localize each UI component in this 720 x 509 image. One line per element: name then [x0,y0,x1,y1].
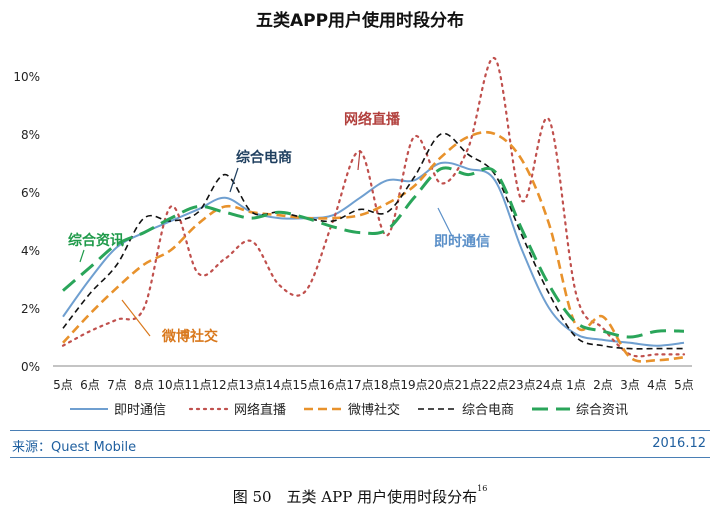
x-tick-label: 6点 [80,378,100,392]
y-tick-label: 8% [21,128,40,142]
legend-im-label: 即时通信 [114,403,166,418]
source-divider-top [10,430,710,431]
x-tick-label: 15点 [292,378,319,392]
y-tick-label: 6% [21,186,40,200]
caption-footnote: 16 [477,484,488,493]
annotation-weibo-leader [121,299,151,337]
annotation-news-leader [79,249,85,263]
annotation-im-leader [437,207,453,237]
series-news-line [62,166,685,339]
caption-text: 图 50 五类 APP 用户使用时段分布 [232,488,478,506]
source-divider-bottom [10,457,710,458]
y-tick-label: 0% [21,360,40,374]
x-tick-label: 11点 [184,378,211,392]
chart-title: 五类APP用户使用时段分布 [255,11,465,31]
y-tick-label: 10% [13,70,40,84]
figure-caption: 图 50 五类 APP 用户使用时段分布16 [0,484,720,507]
series-live-line [61,57,686,358]
annotation-ecommerce-leader [229,167,239,193]
x-tick-label: 19点 [400,378,427,392]
x-tick-label: 21点 [454,378,481,392]
chart-svg: 0%2%4%6%8%10%5点 6点 7点 8点 10点 11点 12点 13点 14点 15点 1… [13,57,694,418]
x-tick-label: 22点 [481,378,508,392]
x-tick-label: 17点 [346,378,373,392]
x-tick-label: 18点 [373,378,400,392]
source-text: 来源：Quest Mobile [12,440,137,455]
x-tick-label: 13点 [238,378,265,392]
x-tick-label: 4点 [647,378,667,392]
date-text: 2016.12 [652,436,706,451]
legend-ecommerce-label: 综合电商 [462,403,514,418]
annotation-live-leader [357,149,361,171]
x-tick-label: 14点 [265,378,292,392]
x-tick-label: 23点 [508,378,535,392]
x-tick-label: 20点 [427,378,454,392]
y-tick-label: 2% [21,302,40,316]
y-tick-label: 4% [21,244,40,258]
annotation-live: 网络直播 [344,111,401,128]
annotation-weibo: 微博社交 [161,328,218,345]
legend-weibo-label: 微博社交 [348,402,400,418]
annotation-im: 即时通信 [434,233,490,250]
annotation-ecommerce: 综合电商 [236,149,292,166]
x-tick-label: 3点 [620,378,640,392]
x-tick-label: 12点 [211,378,238,392]
annotation-news: 综合资讯 [68,232,124,249]
x-tick-label: 2点 [593,378,613,392]
x-tick-label: 24点 [535,378,562,392]
x-tick-label: 1点 [566,378,586,392]
legend-live-label: 网络直播 [234,402,286,418]
x-tick-label: 5点 [674,378,694,392]
x-tick-label: 8点 [134,378,154,392]
x-tick-label: 10点 [157,378,184,392]
x-tick-label: 7点 [107,378,127,392]
x-tick-label: 5点 [53,378,73,392]
series-ecommerce-line [62,132,684,350]
legend-news-label: 综合资讯 [576,403,628,418]
x-tick-label: 16点 [319,378,346,392]
series-weibo-line [62,130,685,363]
